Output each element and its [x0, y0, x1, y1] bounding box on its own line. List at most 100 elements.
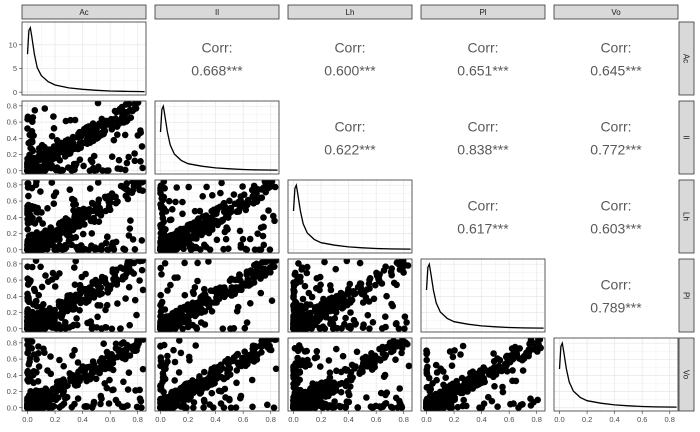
scatter-point [51, 308, 58, 316]
scatter-point [62, 215, 70, 222]
scatter-point [76, 207, 84, 214]
scatter-point [425, 374, 433, 382]
scatter-point [81, 287, 89, 294]
corr-label: Corr: [201, 40, 232, 56]
scatter-point [117, 325, 124, 332]
scatter-point [85, 210, 92, 218]
scatter-point [110, 386, 117, 394]
scatter-point [71, 281, 79, 289]
scatter-point [108, 242, 116, 249]
scatter-point [30, 163, 37, 170]
scatter-point [237, 394, 244, 402]
y-tick-label: 0.8 [7, 338, 17, 347]
scatter-point [181, 404, 188, 411]
scatter-point [157, 357, 165, 365]
scatter-point [104, 246, 111, 253]
scatter-point [321, 259, 328, 266]
scatter-point [57, 325, 64, 332]
scatter-point [24, 275, 32, 283]
scatter-point [298, 266, 306, 273]
scatter-point [519, 367, 527, 374]
scatter-point [24, 180, 32, 187]
scatter-point [184, 318, 192, 325]
scatter-point [343, 378, 351, 385]
scatter-point [65, 143, 72, 150]
scatter-point [177, 349, 185, 357]
scatter-point [219, 325, 227, 332]
scatter-point [108, 153, 116, 160]
density-panel-Vo [553, 337, 679, 412]
corr-panel-Ac-Lh: Corr: 0.600*** [324, 40, 376, 79]
x-tick-label: 0.2 [582, 415, 592, 424]
scatter-point [266, 246, 274, 253]
scatter-point [161, 375, 169, 383]
scatter-point [382, 391, 389, 399]
scatter-point [139, 365, 146, 373]
scatter-point [52, 246, 60, 253]
scatter-point [423, 349, 431, 357]
scatter-point [102, 239, 110, 247]
scatter-point [269, 259, 276, 264]
scatter-point [198, 309, 205, 316]
scatter-point [122, 101, 130, 108]
scatter-point [290, 404, 297, 411]
scatter-point [131, 246, 139, 253]
scatter-point [40, 236, 48, 243]
scatter-point [55, 394, 62, 401]
scatter-point [122, 355, 129, 363]
density-curve [425, 261, 544, 329]
y-tick-label: 0.4 [7, 371, 17, 380]
scatter-point [41, 105, 49, 112]
scatter-point [89, 200, 96, 207]
scatter-point [100, 340, 107, 348]
scatter-point [42, 272, 49, 279]
scatter-point [62, 137, 69, 145]
scatter-point [164, 352, 171, 360]
strip-right-box [678, 21, 695, 96]
scatter-point [459, 342, 467, 350]
corr-value: 0.838*** [457, 142, 509, 158]
scatter-point [494, 403, 501, 411]
corr-label: Corr: [334, 119, 365, 135]
scatter-point [460, 396, 468, 404]
panel-bg [22, 22, 146, 95]
scatter-point [86, 167, 94, 174]
scatter-point [242, 206, 250, 214]
panel-border [420, 337, 546, 412]
scatter-point [25, 192, 32, 200]
scatter-point [401, 313, 409, 321]
x-tick-label: 0.4 [343, 415, 353, 424]
scatter-point [534, 346, 541, 354]
scatter-point [166, 216, 174, 224]
scatter-point [71, 223, 78, 231]
scatter-point [27, 241, 35, 248]
scatter-point [129, 186, 137, 194]
scatter-point [531, 340, 538, 347]
scatter-point [24, 349, 32, 357]
strip-right-label: Pl [682, 292, 691, 299]
scatter-point [507, 400, 514, 408]
scatter-point [225, 245, 232, 252]
scatter-point [327, 301, 334, 309]
scatter-point [196, 207, 204, 215]
scatter-point [51, 319, 58, 327]
scatter-point [220, 199, 228, 207]
scatter-point [221, 293, 228, 301]
scatter-point [131, 296, 139, 304]
scatter-point [513, 352, 521, 360]
scatter-point [24, 308, 31, 316]
scatter-point [89, 126, 96, 134]
scatter-point [466, 381, 473, 388]
scatter-point [79, 230, 87, 238]
scatter-point [171, 358, 179, 366]
scatter-point [185, 308, 193, 315]
scatter-point [332, 309, 340, 316]
scatter-point [230, 191, 238, 198]
scatter-point [303, 313, 310, 320]
scatter-point [357, 280, 365, 288]
scatter-point [24, 297, 32, 304]
scatter-point [42, 227, 49, 234]
scatter-point [251, 352, 258, 360]
scatter-point [257, 289, 265, 297]
x-tick-label: 0.8 [665, 415, 675, 424]
